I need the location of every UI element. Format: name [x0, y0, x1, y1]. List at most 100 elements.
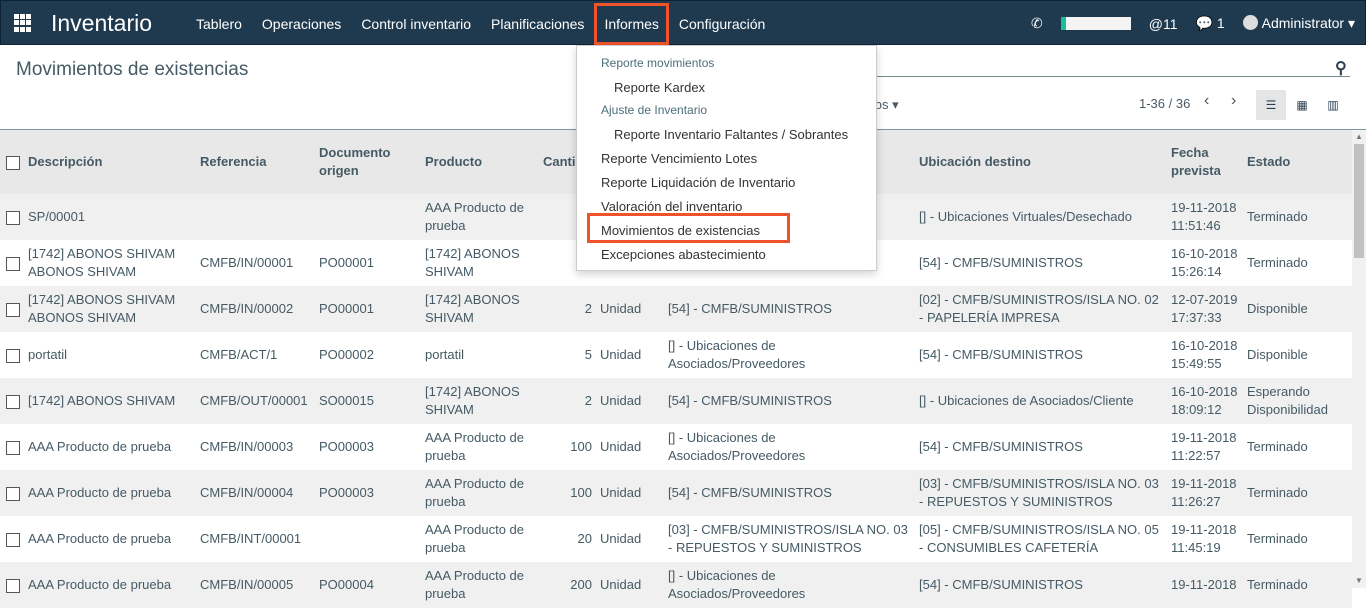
table-cell: AAA Producto de prueba — [425, 476, 525, 509]
table-cell: Unidad — [600, 485, 642, 500]
table-row[interactable]: AAA Producto de prueba CMFB/IN/00003 PO000… — [0, 424, 1352, 470]
user-menu[interactable]: Administrator ▾ — [1242, 15, 1355, 32]
table-cell: AAA Producto de prueba — [425, 522, 525, 555]
dropdown-item[interactable]: Reporte Inventario Faltantes / Sobrantes — [614, 127, 849, 142]
dropdown-item[interactable]: Excepciones abastecimiento — [601, 247, 766, 262]
table-cell: 19-11-2018 — [1171, 577, 1237, 592]
table-row[interactable]: portatil CMFB/ACT/1 PO00002 portatil 5 Unidad… — [0, 332, 1352, 378]
table-row[interactable]: AAA Producto de prueba CMFB/IN/00004 PO000… — [0, 470, 1352, 516]
table-cell: [54] - CMFB/SUMINISTROS — [919, 347, 1083, 362]
table-row[interactable]: [1742] ABONOS SHIVAM ABONOS SHIVAM CMFB/I… — [0, 286, 1352, 332]
table-cell: [] - Ubicaciones de Asociados/Proveedore… — [668, 568, 806, 601]
table-cell: Unidad — [600, 301, 642, 316]
dropdown-item[interactable]: Valoración del inventario — [601, 199, 743, 214]
row-select[interactable] — [0, 562, 24, 608]
dropdown-item[interactable]: Movimientos de existencias — [601, 223, 760, 238]
menu-operaciones[interactable]: Operaciones — [261, 15, 342, 32]
table-cell: Terminado — [1247, 577, 1308, 592]
row-checkbox[interactable] — [6, 394, 20, 409]
row-checkbox[interactable] — [6, 302, 20, 317]
dropdown-item[interactable]: Reporte Liquidación de Inventario — [601, 175, 796, 190]
menu-control-inventario[interactable]: Control inventario — [361, 15, 472, 32]
table-cell: Terminado — [1247, 255, 1308, 270]
table-cell: Terminado — [1247, 439, 1308, 454]
column-header[interactable]: Estado — [1243, 130, 1352, 194]
table-cell — [315, 194, 421, 240]
chevron-right-icon[interactable]: › — [1231, 92, 1237, 109]
column-header[interactable]: Fecha prevista — [1167, 130, 1243, 194]
row-checkbox[interactable] — [6, 348, 20, 363]
phone-icon[interactable]: ✆ — [1031, 15, 1043, 31]
chevron-left-icon[interactable]: ‹ — [1204, 92, 1210, 109]
dropdown-item[interactable]: Reporte Kardex — [614, 80, 706, 95]
column-header[interactable]: Producto — [421, 130, 539, 194]
column-header[interactable]: Ubicación destino — [915, 130, 1167, 194]
table-cell: Disponible — [1247, 347, 1308, 362]
graph-view-icon[interactable]: ▥ — [1327, 98, 1339, 112]
menu-informes[interactable]: Informes — [594, 2, 669, 45]
table-cell: [03] - CMFB/SUMINISTROS/ISLA NO. 03 - RE… — [668, 522, 908, 555]
row-select[interactable] — [0, 516, 24, 562]
row-select[interactable] — [0, 286, 24, 332]
table-cell: 19-11-2018 11:26:27 — [1171, 476, 1237, 509]
search-icon[interactable]: ⚲ — [1335, 60, 1347, 77]
row-checkbox[interactable] — [6, 486, 20, 501]
row-checkbox[interactable] — [6, 210, 20, 225]
table-cell: AAA Producto de prueba — [425, 430, 525, 463]
table-cell: 200 — [570, 577, 592, 592]
column-header[interactable]: Documento origen — [315, 130, 421, 194]
menu-planificaciones[interactable]: Planificaciones — [491, 15, 585, 32]
table-cell: Unidad — [600, 347, 642, 362]
avatar — [1242, 15, 1258, 30]
row-select[interactable] — [0, 424, 24, 470]
table-cell: [1742] ABONOS SHIVAM ABONOS SHIVAM — [28, 246, 176, 279]
row-select[interactable] — [0, 332, 24, 378]
row-checkbox[interactable] — [6, 440, 20, 455]
table-row[interactable]: [1742] ABONOS SHIVAM CMFB/OUT/00001 SO0001… — [0, 378, 1352, 424]
column-header[interactable]: Descripción — [24, 130, 196, 194]
menu-tablero[interactable]: Tablero — [196, 15, 242, 32]
table-cell: PO00001 — [319, 301, 374, 316]
row-select[interactable] — [0, 470, 24, 516]
table-cell: CMFB/OUT/00001 — [200, 393, 308, 408]
pivot-view-icon[interactable]: ▦ — [1296, 98, 1308, 112]
row-checkbox[interactable] — [6, 256, 20, 271]
table-cell: 19-11-2018 11:45:19 — [1171, 522, 1237, 555]
main-menu: Tablero Operaciones Control inventario Plan… — [186, 1, 775, 46]
dropdown-item: Reporte movimientos — [601, 56, 715, 70]
table-cell: AAA Producto de prueba — [28, 577, 172, 592]
table-cell: Disponible — [1247, 301, 1308, 316]
row-select[interactable] — [0, 194, 24, 240]
row-checkbox[interactable] — [6, 532, 20, 547]
table-cell: [] - Ubicaciones de Asociados/Proveedore… — [668, 338, 806, 371]
select-all-checkbox[interactable] — [0, 130, 24, 194]
table-cell: PO00002 — [319, 347, 374, 362]
table-row[interactable]: AAA Producto de prueba CMFB/IN/00005 PO000… — [0, 562, 1352, 608]
apps-grid-icon[interactable] — [14, 14, 32, 32]
column-header[interactable]: Referencia — [196, 130, 315, 194]
table-cell: CMFB/ACT/1 — [200, 347, 278, 362]
table-cell: [54] - CMFB/SUMINISTROS — [668, 393, 832, 408]
table-cell: CMFB/IN/00005 — [200, 577, 294, 592]
search-input[interactable] — [876, 76, 1350, 77]
list-view-icon[interactable]: ☰ — [1256, 90, 1286, 120]
row-checkbox[interactable] — [6, 578, 20, 593]
table-cell: portatil — [425, 347, 465, 362]
messages-counter[interactable]: 💬 1 — [1195, 15, 1225, 31]
pager-value[interactable]: 1-36 / 36 — [1139, 96, 1191, 111]
table-row[interactable]: AAA Producto de prueba CMFB/INT/00001 AAA … — [0, 516, 1352, 562]
dropdown-item[interactable]: Reporte Vencimiento Lotes — [601, 151, 758, 166]
row-select[interactable] — [0, 240, 24, 286]
table-cell: Unidad — [600, 439, 642, 454]
scrollbar[interactable]: ▲ ▼ — [1352, 130, 1366, 588]
table-cell: SP/00001 — [28, 209, 86, 224]
highlight-box — [587, 213, 790, 243]
row-select[interactable] — [0, 378, 24, 424]
mentions-counter[interactable]: @11 — [1148, 15, 1178, 32]
table-cell: Terminado — [1247, 531, 1308, 546]
table-cell: [05] - CMFB/SUMINISTROS/ISLA NO. 05 - CO… — [919, 522, 1159, 555]
voip-status-bar[interactable] — [1060, 17, 1131, 30]
table-cell: [] - Ubicaciones de Asociados/Cliente — [919, 393, 1134, 408]
table-cell: AAA Producto de prueba — [28, 531, 172, 546]
menu-configuración[interactable]: Configuración — [678, 15, 766, 32]
